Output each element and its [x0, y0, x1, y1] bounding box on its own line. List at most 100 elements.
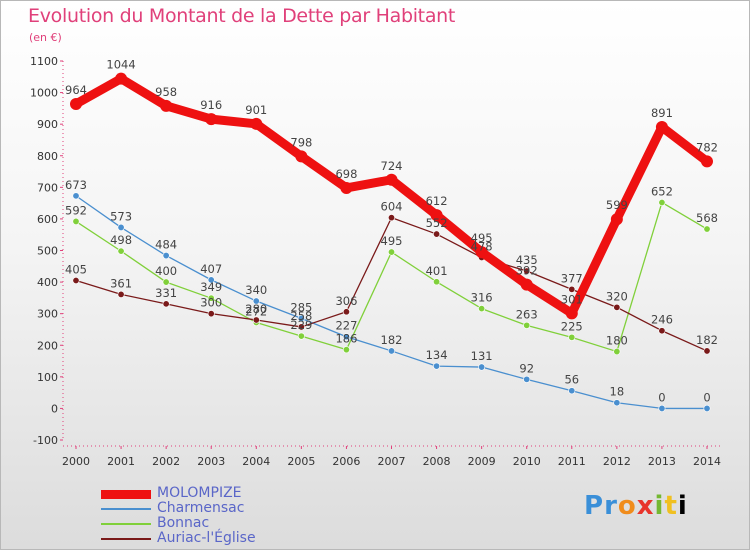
data-point	[250, 117, 263, 130]
x-tick-label: 2013	[648, 455, 676, 468]
data-point	[475, 246, 488, 259]
data-label: 316	[471, 291, 493, 305]
unit-label: (en €)	[29, 31, 62, 44]
data-point	[117, 247, 125, 255]
data-label: 604	[381, 200, 403, 214]
data-point	[523, 375, 531, 383]
data-label: 285	[290, 300, 312, 314]
x-tick-label: 2009	[468, 455, 496, 468]
data-label: 56	[564, 373, 579, 387]
data-point	[387, 347, 395, 355]
data-point	[703, 404, 711, 412]
y-tick-label: 800	[37, 150, 58, 163]
data-label: 349	[200, 280, 222, 294]
data-label: 891	[651, 106, 673, 120]
data-label: 401	[426, 264, 448, 278]
data-point	[658, 327, 666, 335]
data-point	[478, 363, 486, 371]
data-label: 225	[561, 319, 583, 333]
data-label: 478	[471, 239, 493, 253]
proxiti-logo: Proxiti	[584, 491, 688, 521]
data-point	[70, 97, 82, 110]
data-point	[342, 346, 350, 354]
data-label: 263	[516, 307, 538, 321]
data-point	[162, 278, 170, 286]
y-tick-label: 100	[37, 371, 58, 384]
data-label: 280	[245, 302, 267, 316]
data-label: 229	[290, 318, 312, 332]
data-point	[160, 99, 173, 112]
data-point	[658, 198, 666, 206]
data-point	[205, 113, 218, 126]
x-tick-label: 2003	[197, 455, 225, 468]
data-point	[387, 248, 395, 256]
data-label: 182	[696, 333, 718, 347]
chart-title: Evolution du Montant de la Dette par Hab…	[28, 5, 456, 27]
data-label: 1044	[106, 58, 135, 72]
data-point	[703, 347, 711, 355]
data-point	[523, 321, 531, 329]
data-label: 134	[426, 348, 448, 362]
data-point	[565, 307, 578, 320]
x-tick-label: 2006	[332, 455, 360, 468]
legend: MOLOMPIZE Charmensac Bonnac Auriac-l'Église	[101, 485, 361, 547]
data-point	[117, 290, 125, 298]
y-tick-label: 200	[37, 339, 58, 352]
data-point	[297, 314, 305, 322]
data-label: 599	[606, 198, 628, 212]
legend-label: Bonnac	[157, 515, 210, 531]
data-point	[340, 181, 353, 194]
data-label: 652	[651, 184, 673, 198]
data-label: 552	[426, 216, 448, 230]
data-label: 0	[703, 390, 710, 404]
data-label: 798	[290, 135, 312, 149]
y-tick-label: 400	[37, 276, 58, 289]
x-tick-label: 2007	[378, 455, 406, 468]
data-point	[295, 150, 308, 163]
data-point	[115, 72, 128, 85]
x-tick-label: 2014	[693, 455, 721, 468]
data-point	[568, 387, 576, 395]
data-label: 186	[335, 332, 357, 346]
data-label: 407	[200, 262, 222, 276]
data-point	[342, 308, 350, 316]
y-tick-label: 1000	[30, 87, 58, 100]
data-point	[701, 155, 713, 168]
data-label: 180	[606, 334, 628, 348]
x-tick-label: 2001	[107, 455, 135, 468]
data-point	[478, 305, 486, 313]
data-point	[568, 333, 576, 341]
data-point	[658, 404, 666, 412]
data-point	[385, 173, 398, 186]
data-label: 131	[471, 349, 493, 363]
legend-swatch	[101, 489, 151, 499]
data-label: 612	[426, 194, 448, 208]
y-tick-label: 0	[51, 402, 58, 415]
data-label: 300	[200, 296, 222, 310]
data-point	[430, 209, 443, 222]
data-point	[117, 223, 125, 231]
data-point	[207, 310, 215, 318]
data-label: 400	[155, 264, 177, 278]
legend-swatch	[101, 508, 151, 510]
data-label: 182	[381, 333, 403, 347]
y-tick-label: 500	[37, 245, 58, 258]
data-point	[297, 323, 305, 331]
data-label: 782	[696, 140, 718, 154]
data-label: 405	[65, 263, 87, 277]
data-label: 901	[245, 103, 267, 117]
data-label: 495	[381, 234, 403, 248]
data-point	[207, 276, 215, 284]
data-point	[162, 300, 170, 308]
y-tick-label: -100	[33, 434, 58, 447]
legend-label: MOLOMPIZE	[157, 485, 242, 501]
x-tick-label: 2002	[152, 455, 180, 468]
data-point	[433, 230, 441, 238]
legend-label: Auriac-l'Église	[157, 530, 256, 546]
data-label: 18	[610, 385, 625, 399]
x-tick-label: 2008	[423, 455, 451, 468]
data-label: 392	[516, 264, 538, 278]
data-point	[433, 278, 441, 286]
